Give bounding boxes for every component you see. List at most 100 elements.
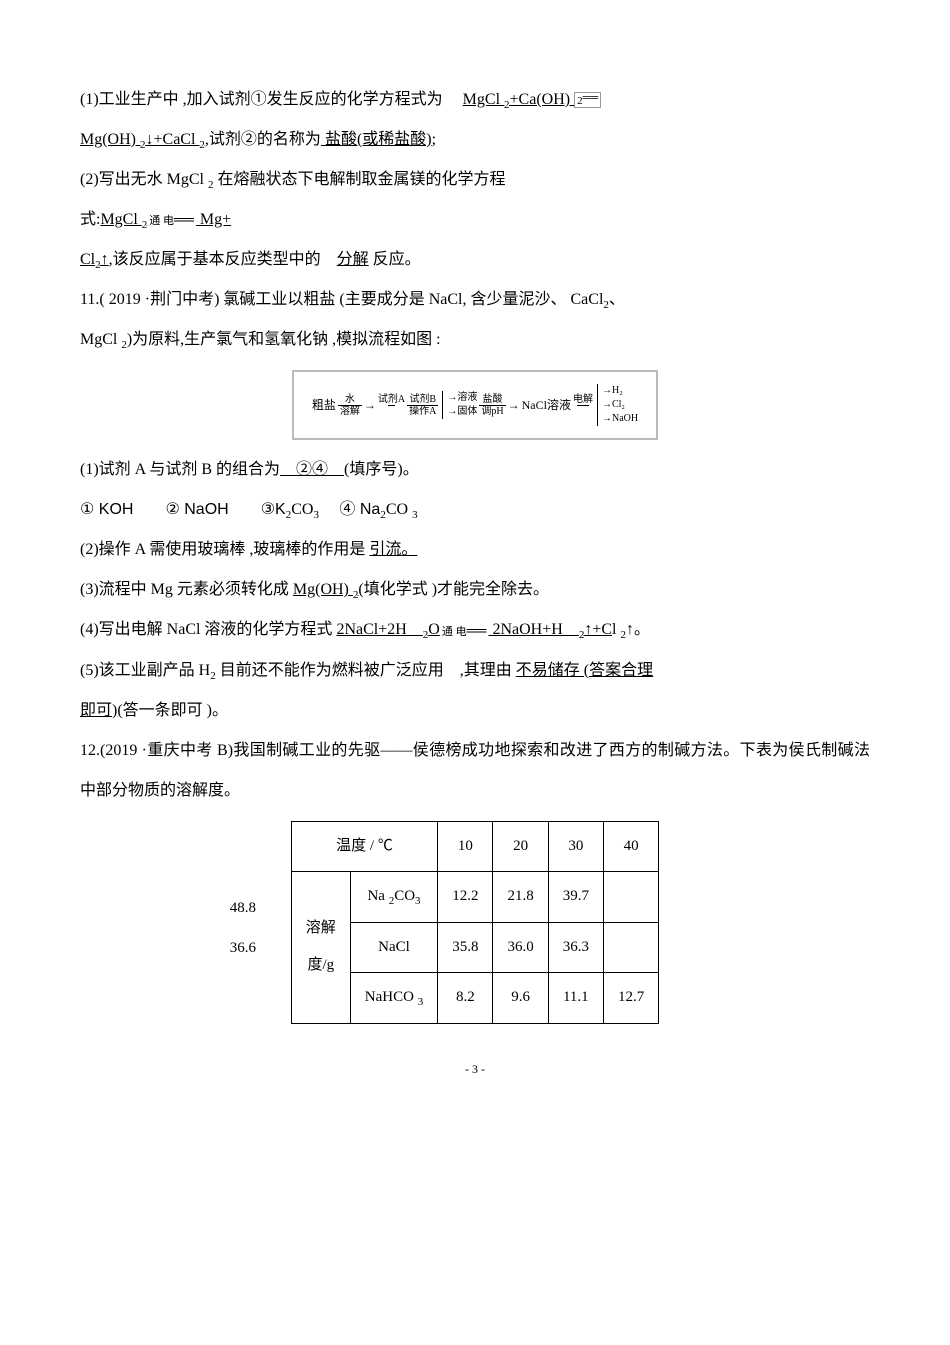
r0-nb: CO [394, 888, 415, 904]
flow-frac-1: 水溶解 [338, 394, 362, 417]
flow-cl2: Cl₂ [612, 399, 625, 410]
q11-p4-eq: 2NaCl+2H 2O通 电══ 2NaOH+H 2↑+C [336, 621, 612, 638]
flow-rongjie: 溶解 [338, 405, 362, 417]
q10-part2-line1: (2)写出无水 MgCl 2 在熔融状态下电解制取金属镁的化学方程 [80, 160, 870, 200]
q11-options: ① KOH ② NaOH ③K2CO3 ④ Na2CO 3 [80, 490, 870, 530]
table-cell: 12.2 [438, 872, 493, 923]
flow-blank-2 [577, 405, 589, 417]
dianjie-bot: ══ [174, 213, 194, 228]
q10-p1-postb: ; [432, 131, 436, 148]
flow-dianjie: 电解 [573, 394, 593, 405]
q10-p4-a: Cl [80, 251, 95, 268]
flow-frac-5: 电解 [573, 394, 593, 417]
q10-p4-ans: 分解 [337, 251, 369, 268]
r0-s2: 3 [415, 895, 421, 907]
flow-b1-bot: →固体 [447, 405, 477, 419]
q10-eq3: MgCl 2通 电══ Mg+ [100, 211, 231, 228]
q11-p2: (2)操作 A 需使用玻璃棒 ,玻璃棒的作用是 引流。 [80, 530, 870, 570]
q11-opts-b: CO [291, 501, 313, 518]
q11-head-line1: 11.( 2019 ·荆门中考) 氯碱工业以粗盐 (主要成分是 NaCl, 含少… [80, 280, 870, 320]
q10-eq2: Mg(OH) 2↓+CaCl 2 [80, 131, 205, 148]
flow-cuyan: 粗盐 [312, 397, 336, 414]
q10-p4-d: 反应。 [369, 251, 421, 268]
q11-head-b: 、 [609, 291, 625, 308]
q11-p4-eq-b: O [428, 621, 440, 638]
q10-eq3-a: MgCl [100, 211, 141, 228]
q11-opts-c: ④ Na [319, 501, 380, 518]
q10-cl2: Cl2↑ [80, 251, 109, 268]
table-cell-name: Na 2CO3 [350, 872, 437, 923]
q10-p2-a: (2)写出无水 MgCl [80, 171, 208, 188]
q11-opts-a: ① KOH ② NaOH ③K [80, 501, 286, 518]
flow-frac-2: 试剂A [378, 394, 405, 417]
flow-shijia: 试剂A [378, 394, 405, 405]
q10-eq1-a: MgCl [463, 91, 504, 108]
flow-shui: 水 [345, 394, 355, 405]
table-cell: 12.7 [603, 973, 658, 1024]
q11-p5-c: (答一条即可 )。 [117, 702, 228, 719]
q10-p2-b: 在熔融状态下电解制取金属镁的化学方程 [214, 171, 506, 188]
r2-s1: 3 [418, 996, 424, 1008]
q11-p1-a: (1)试剂 A 与试剂 B 的组合为 [80, 461, 280, 478]
flow-frac-4: 盐酸调pH [479, 394, 505, 417]
q10-part2-line3: Cl2↑,该反应属于基本反应类型中的 分解 反应。 [80, 240, 870, 280]
q11-p1-ans: ②④ [280, 461, 344, 478]
flow-diagram: 粗盐 水溶解 → 试剂A 试剂B操作A →溶液 →固体 盐酸调pH → NaCl… [292, 370, 658, 440]
q11-opts-d: CO [386, 501, 412, 518]
table-header-40: 40 [603, 821, 658, 872]
arrow-icon-2: → [508, 397, 520, 414]
table-cell: 36.0 [493, 922, 548, 973]
flow-b1-top: →溶液 [447, 391, 477, 405]
q11-p2-ans: 引流。 [369, 541, 417, 558]
q10-reagent2: 盐酸(或稀盐酸) [321, 131, 432, 148]
flow-b2-naoh: →NaOH [602, 412, 638, 426]
q10-eq1-b-sub: 2 [577, 95, 583, 107]
q10-p4-c: ,该反应属于基本反应类型中的 [109, 251, 337, 268]
electrolysis-icon: 通 电══ [149, 200, 194, 240]
table-cell: 35.8 [438, 922, 493, 973]
table-header-30: 30 [548, 821, 603, 872]
equals-icon: 2══ [574, 92, 601, 108]
q11-p4-post: 。 [634, 621, 650, 638]
q10-p1-posta: ,试剂②的名称为 [205, 131, 321, 148]
flow-branch-1: →溶液 →固体 [442, 391, 477, 419]
q10-eq1-b: +Ca(OH) [510, 91, 575, 108]
table-cell: 39.7 [548, 872, 603, 923]
flow-yansuan: 盐酸 [483, 394, 503, 405]
q11-p4: (4)写出电解 NaCl 溶液的化学方程式 2NaCl+2H 2O通 电══ 2… [80, 610, 870, 650]
q11-p1-b: (填序号)。 [344, 461, 419, 478]
r2-na: NaHCO [365, 989, 418, 1005]
table-cell: 21.8 [493, 872, 548, 923]
q11-opts-s4: 3 [412, 510, 418, 522]
q10-eq3-b: Mg+ [196, 211, 231, 228]
dianjie-bot-2: ══ [467, 624, 487, 639]
q10-part1-line2: Mg(OH) 2↓+CaCl 2,试剂②的名称为 盐酸(或稀盐酸); [80, 120, 870, 160]
flow-guti: 固体 [457, 406, 477, 417]
q11-p2-a: (2)操作 A 需使用玻璃棒 ,玻璃棒的作用是 [80, 541, 369, 558]
table-cell-name: NaCl [350, 922, 437, 973]
table-cell: 8.2 [438, 973, 493, 1024]
q10-eq1: MgCl 2+Ca(OH) [463, 91, 574, 108]
q11-p5-a: (5)该工业副产品 H [80, 662, 210, 679]
q11-p5-line1: (5)该工业副产品 H2 目前还不能作为燃料被广泛应用 ,其理由 不易储存 (答… [80, 651, 870, 691]
table-cell: 9.6 [493, 973, 548, 1024]
flow-rongye: 溶液 [457, 392, 477, 403]
flow-tiaoph: 调pH [479, 405, 505, 417]
table-cell-name: NaHCO 3 [350, 973, 437, 1024]
q11-head2-a: MgCl [80, 331, 121, 348]
r0-na: Na [367, 888, 388, 904]
q10-part1: (1)工业生产中 ,加入试剂①发生反应的化学方程式为 MgCl 2+Ca(OH)… [80, 80, 870, 120]
overflow-r2: 36.6 [230, 930, 256, 968]
flow-nacl: NaCl溶液 [522, 397, 571, 414]
table-cell [603, 872, 658, 923]
q11-head-a: 11.( 2019 ·荆门中考) 氯碱工业以粗盐 (主要成分是 NaCl, 含少… [80, 291, 603, 308]
q10-p4-b: ↑ [101, 251, 109, 268]
flow-h2: H₂ [612, 385, 623, 396]
q10-p1-pre: (1)工业生产中 ,加入试剂①发生反应的化学方程式为 [80, 91, 459, 108]
q11-p4-eq-a: 2NaCl+2H [336, 621, 422, 638]
label-r1: 溶解 [306, 920, 336, 936]
q10-eq2-b: ↓+CaCl [146, 131, 200, 148]
table-header-10: 10 [438, 821, 493, 872]
flow-b2-h2: →H₂ [602, 384, 638, 398]
q11-p4-eq-c: 2NaOH+H [488, 621, 578, 638]
